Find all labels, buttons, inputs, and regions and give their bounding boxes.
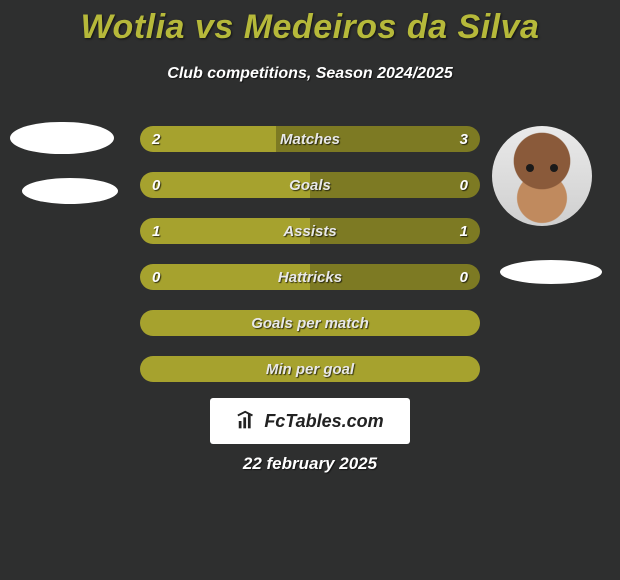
stat-row: Hattricks00 [140,264,480,290]
stat-bar-full [140,310,480,336]
chart-icon [236,410,258,432]
stat-row: Matches23 [140,126,480,152]
player-left-badge [22,178,118,204]
stat-row: Min per goal [140,356,480,382]
stat-bar-left [140,218,310,244]
vs-word: vs [195,8,234,46]
player-left-name: Wotlia [81,8,185,46]
player-right-name: Medeiros da Silva [244,8,540,46]
stat-bar-full [140,356,480,382]
comparison-subtitle: Club competitions, Season 2024/2025 [0,65,620,83]
avatar-face-placeholder [492,126,592,226]
stat-bar-right [310,218,480,244]
stat-row: Assists11 [140,218,480,244]
stat-bar-right [276,126,480,152]
player-left-avatar [10,122,114,154]
comparison-title: Wotlia vs Medeiros da Silva [0,0,620,47]
player-right-badge [500,260,602,284]
player-right-avatar [492,126,592,226]
footer-brand: FcTables.com [210,398,410,444]
footer-date: 22 february 2025 [0,454,620,474]
stat-row: Goals00 [140,172,480,198]
stat-row: Goals per match [140,310,480,336]
stat-bar-right [310,172,480,198]
stat-bar-left [140,126,276,152]
stat-bar-left [140,264,310,290]
footer-brand-text: FcTables.com [264,411,383,432]
stat-bar-left [140,172,310,198]
stat-bar-right [310,264,480,290]
stats-rows: Matches23 Goals00 Assists11 Hattricks00 Goal… [140,126,480,402]
